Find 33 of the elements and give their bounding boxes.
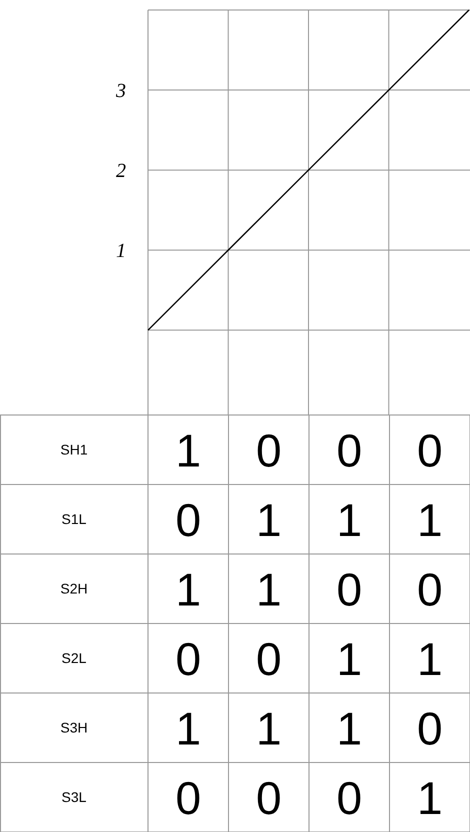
- data-label: 0: [256, 632, 282, 685]
- data-label: 1: [175, 702, 202, 754]
- data-label: 0: [175, 494, 202, 546]
- data-label: 0: [416, 424, 443, 476]
- y-tick-label: 1: [116, 240, 126, 262]
- data-label: 1: [256, 702, 282, 754]
- data-label: 1: [256, 494, 282, 546]
- data-label: 1: [256, 563, 282, 616]
- y-tick-label: S3H: [60, 720, 88, 736]
- y-tick-label: S1L: [62, 511, 87, 528]
- y-tick-label: 2: [116, 160, 126, 182]
- data-label: 1: [336, 702, 362, 754]
- data-label: 0: [256, 424, 282, 476]
- data-label: 0: [336, 772, 362, 824]
- y-tick-label: S2H: [60, 580, 88, 597]
- y-tick-label: S2L: [62, 650, 87, 666]
- data-label: 1: [175, 563, 202, 616]
- data-label: 1: [416, 632, 443, 685]
- data-label: 0: [175, 632, 202, 685]
- data-label: 0: [416, 702, 443, 754]
- y-tick-label: SH1: [60, 442, 88, 458]
- data-label: 0: [336, 563, 362, 616]
- data-label: 1: [336, 632, 362, 685]
- data-label: 0: [416, 563, 443, 616]
- y-tick-label: S3L: [62, 789, 87, 806]
- data-label: 0: [256, 772, 282, 824]
- data-label: 1: [175, 424, 202, 476]
- y-tick-label: 3: [115, 80, 126, 102]
- data-label: 0: [175, 772, 202, 824]
- data-label: 1: [416, 772, 443, 824]
- data-label: 0: [336, 424, 362, 476]
- data-label: 1: [336, 494, 362, 546]
- data-label: 1: [416, 494, 443, 546]
